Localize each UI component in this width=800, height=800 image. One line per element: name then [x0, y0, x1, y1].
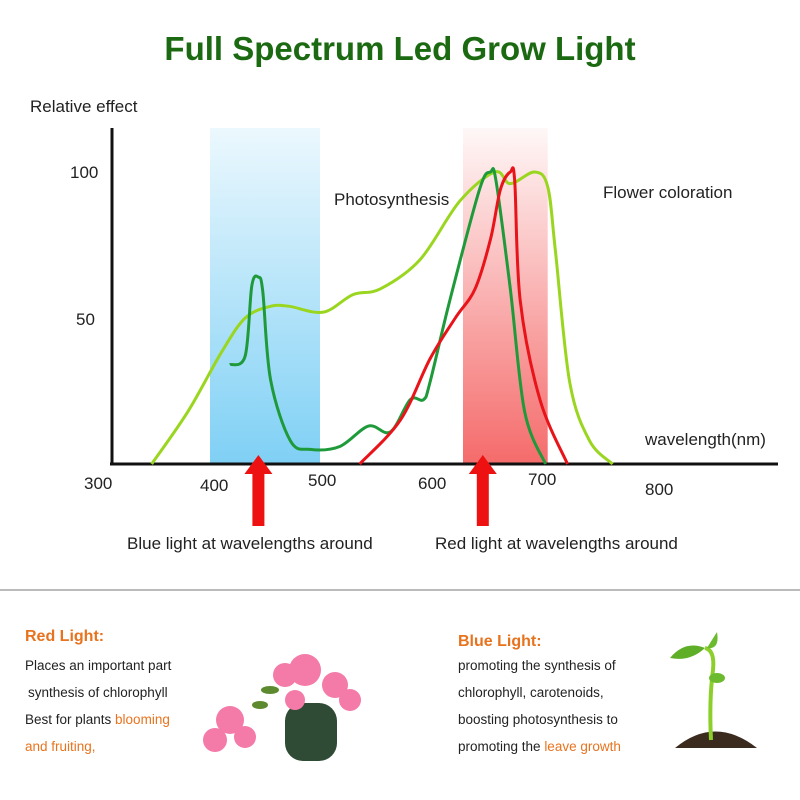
red-caption: Red light at wavelengths around [435, 534, 678, 553]
legend-flower-coloration: Flower coloration [603, 183, 733, 202]
red-light-heading: Red Light: [25, 628, 105, 645]
red-line-3-highlight: blooming [115, 712, 170, 727]
page-title: Full Spectrum Led Grow Light [164, 30, 636, 67]
x-tick-700: 700 [528, 470, 557, 489]
red-line-2: synthesis of chlorophyll [28, 685, 168, 700]
series-line-0 [150, 170, 614, 466]
blue-line-4: promoting the [458, 739, 545, 754]
blue-line-1: promoting the synthesis of [458, 658, 616, 673]
blue-band [210, 128, 320, 464]
legend-photosynthesis: Photosynthesis [334, 190, 450, 209]
flower-vase-image [203, 654, 361, 761]
sprout-image [670, 632, 757, 748]
blue-arrow-icon [244, 455, 273, 526]
y-axis-label: Relative effect [30, 97, 138, 116]
x-axis-label: wavelength(nm) [645, 430, 766, 449]
series-line-2 [358, 166, 569, 466]
x-tick-500: 500 [308, 471, 337, 490]
x-tick-400: 400 [200, 476, 229, 495]
blue-line-3: boosting photosynthesis to [458, 712, 618, 727]
blue-line-2: chlorophyll, carotenoids, [458, 685, 604, 700]
x-tick-800: 800 [645, 480, 674, 499]
x-tick-600: 600 [418, 474, 447, 493]
spectrum-chart [110, 128, 778, 526]
divider [0, 589, 800, 591]
blue-light-heading: Blue Light: [458, 633, 542, 650]
red-line-1: Places an important part [25, 658, 172, 673]
red-light-section: Red Light: Places an important part synt… [25, 628, 171, 760]
y-tick-100: 100 [70, 163, 99, 182]
x-tick-300: 300 [84, 474, 113, 493]
red-line-3: Best for plants [25, 712, 116, 727]
blue-line-4-highlight: leave growth [544, 739, 621, 754]
red-arrow-icon [468, 455, 497, 526]
red-line-4: and fruiting, [25, 739, 96, 754]
blue-caption: Blue light at wavelengths around [127, 534, 373, 553]
y-tick-50: 50 [76, 310, 95, 329]
blue-light-section: Blue Light: promoting the synthesis of c… [458, 633, 621, 760]
